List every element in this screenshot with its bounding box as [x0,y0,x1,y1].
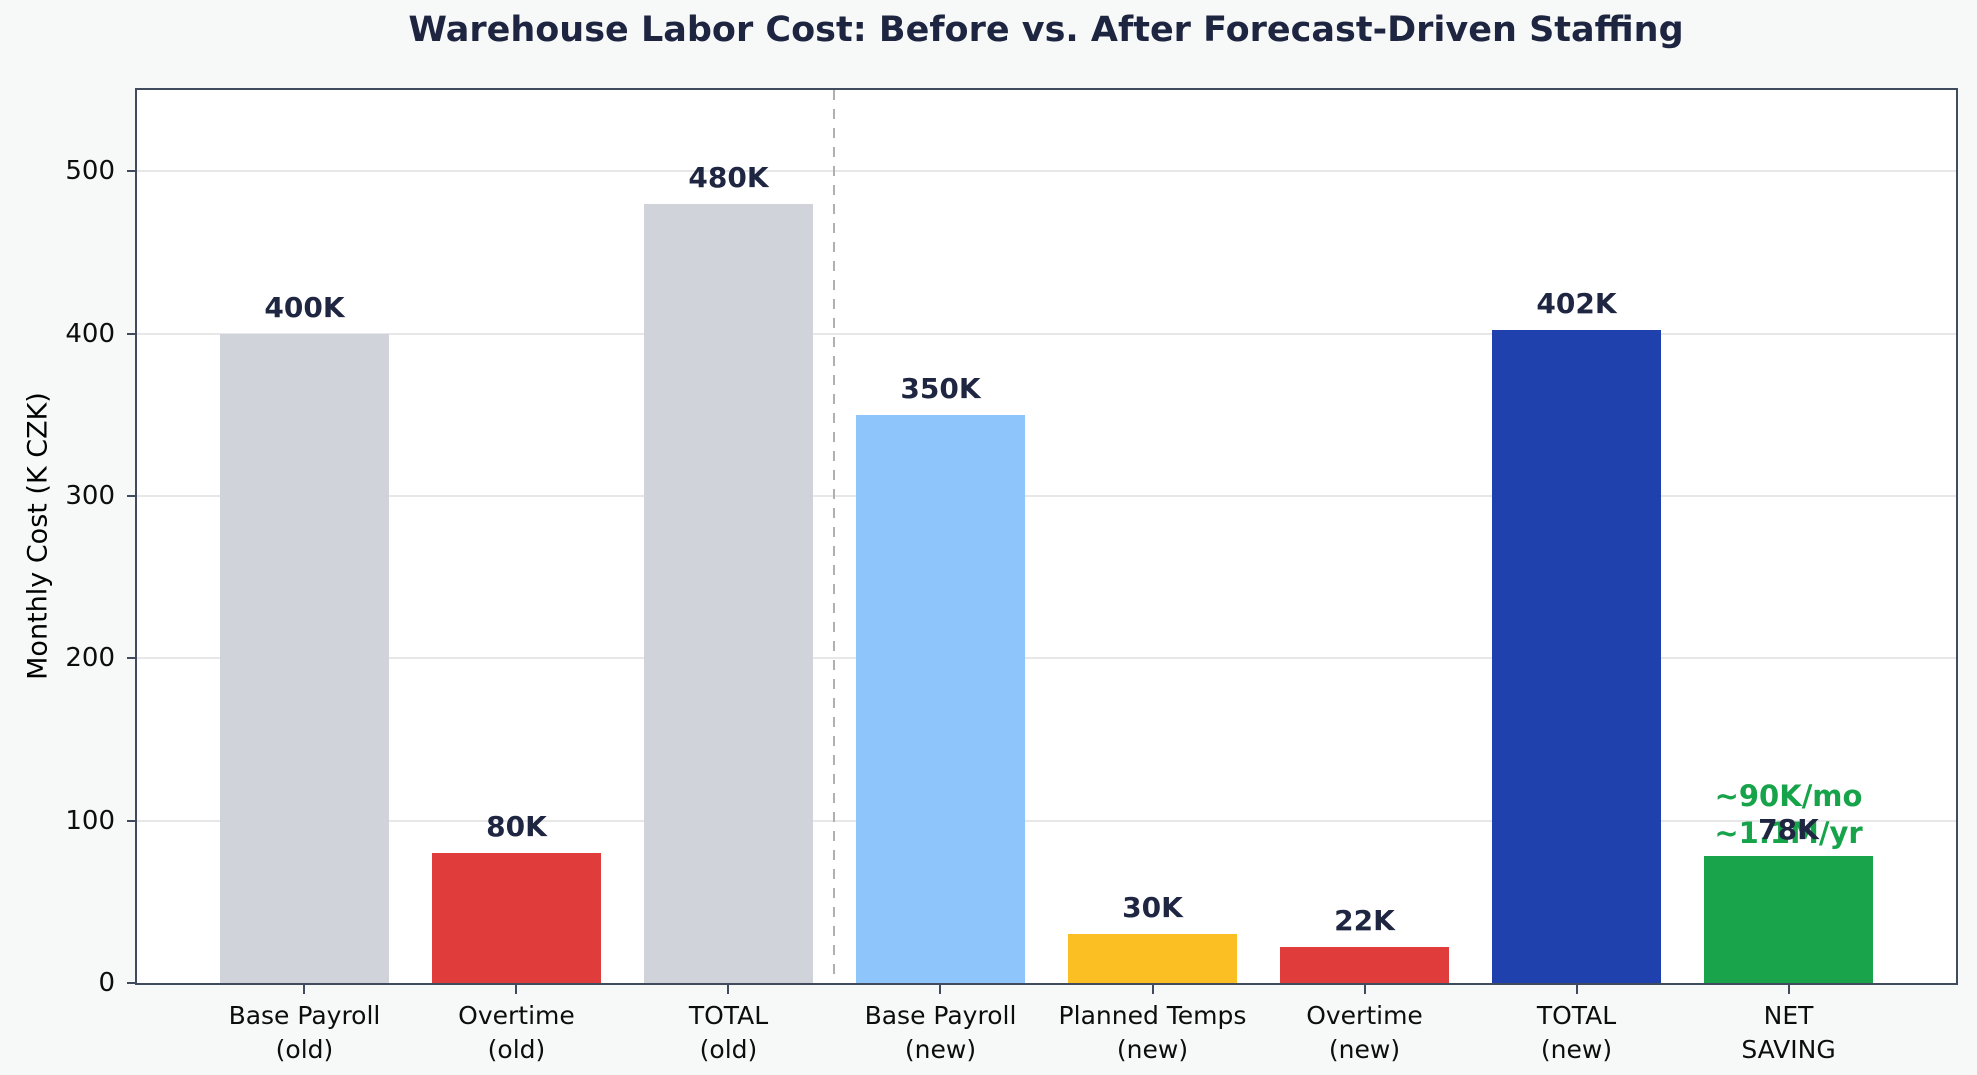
gridline [137,494,1956,497]
y-axis: 0 100 200 300 400 500 [0,90,137,996]
y-tick-mark [127,332,137,335]
plot-area: 400K 80K 480K 350K 30K 22K 402K 78K ~90K/mo ~1.1M… [135,88,1958,985]
y-axis-title: Monthly Cost (K CZK) [22,392,54,680]
bar-overtime-old [431,853,602,983]
x-tick-label-line: Planned Temps [1058,1001,1247,1030]
y-tick-label: 0 [98,968,115,998]
x-tick-label-line: SAVING [1741,1035,1836,1064]
x-tick-label-line: (new) [1328,1035,1401,1064]
x-tick-label-line: TOTAL [688,1001,769,1030]
x-tick-label-line: (new) [904,1035,977,1064]
value-label-planned-temps-new: 30K [1122,891,1183,925]
value-label-total-new: 402K [1536,287,1617,321]
value-label-net-saving: 78K [1758,813,1819,847]
value-label-overtime-new: 22K [1334,904,1395,938]
gridline [137,819,1956,822]
y-tick-label: 400 [65,318,115,349]
x-tick-label-overtime-old: Overtime (old) [458,999,575,1067]
bar-net-saving [1703,856,1874,983]
net-saving-annotation: ~90K/mo ~1.1M/yr [1714,778,1862,852]
x-tick-mark [727,985,730,994]
y-tick-mark [127,819,137,822]
y-tick-mark [127,982,137,984]
x-tick-label-line: Base Payroll [864,1001,1017,1030]
value-label-total-old: 480K [688,160,769,194]
gridline [137,657,1956,660]
y-tick-label: 500 [65,156,115,187]
x-tick-mark [939,985,942,994]
annotation-line: ~90K/mo [1714,779,1863,814]
value-label-base-payroll-new: 350K [900,371,981,405]
x-tick-label-line: (new) [1116,1035,1189,1064]
x-tick-label-planned-temps-new: Planned Temps (new) [1059,999,1247,1067]
chart-title: Warehouse Labor Cost: Before vs. After F… [408,10,1684,50]
bar-overtime-new [1279,947,1450,983]
plot-content: 400K 80K 480K 350K 30K 22K 402K 78K ~90K/mo ~1.1M… [137,90,1956,983]
x-tick-label-line: Overtime [1306,1001,1423,1030]
bar-total-new [1491,330,1662,983]
y-tick-label: 200 [65,643,115,674]
x-tick-label-total-old: TOTAL (old) [689,999,768,1067]
x-tick-label-base-payroll-old: Base Payroll (old) [229,999,381,1067]
annotation-line: ~1.1M/yr [1714,816,1863,851]
x-tick-label-line: (old) [487,1035,546,1064]
y-tick-label: 100 [65,805,115,836]
x-tick-mark [1575,985,1578,994]
bar-base-payroll-new [855,414,1026,983]
value-label-overtime-old: 80K [486,810,547,844]
before-after-divider [833,90,836,983]
x-tick-label-line: Base Payroll [228,1001,381,1030]
gridline [137,170,1956,173]
x-tick-label-total-new: TOTAL (new) [1537,999,1616,1067]
x-tick-label-line: (old) [699,1035,758,1064]
x-tick-label-line: TOTAL [1536,1001,1617,1030]
y-tick-mark [127,170,137,173]
x-tick-label-line: (new) [1540,1035,1613,1064]
x-axis: Base Payroll (old) Overtime (old) TOTAL (old)… [137,983,1956,1075]
x-tick-mark [1151,985,1154,994]
y-tick-label: 300 [65,480,115,511]
x-tick-label-base-payroll-new: Base Payroll (new) [865,999,1017,1067]
x-tick-label-line: NET [1763,1001,1814,1030]
x-tick-label-line: (old) [275,1035,334,1064]
x-tick-label-net-saving: NET SAVING [1741,999,1835,1067]
y-tick-mark [127,657,137,660]
x-tick-label-line: Overtime [458,1001,575,1030]
bar-total-old [643,203,814,983]
x-tick-mark [515,985,518,994]
x-tick-mark [1363,985,1366,994]
x-tick-label-overtime-new: Overtime (new) [1306,999,1423,1067]
bar-base-payroll-old [219,333,390,983]
x-tick-mark [1787,985,1790,994]
x-tick-mark [303,985,306,994]
gridline [137,332,1956,335]
y-tick-mark [127,494,137,497]
value-label-base-payroll-old: 400K [264,290,345,324]
bar-planned-temps-new [1067,934,1238,983]
